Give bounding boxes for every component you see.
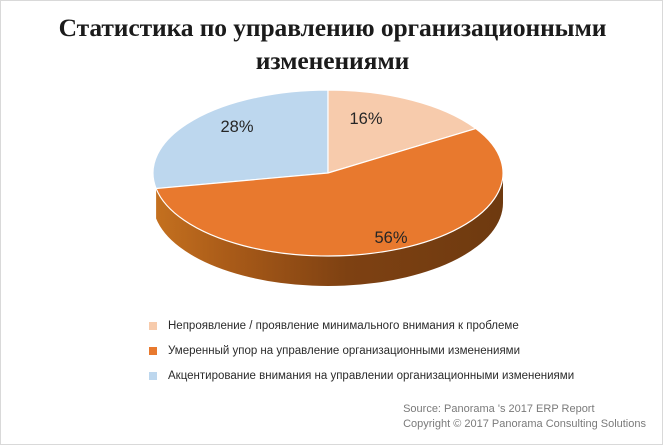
pie-label-28: 28%: [220, 118, 253, 136]
footer-copyright: Copyright © 2017 Panorama Consulting Sol…: [403, 418, 646, 430]
pie-top-face: [152, 89, 504, 257]
legend-label-0: Непроявление / проявление минимального в…: [168, 319, 519, 332]
footer: Source: Panorama 's 2017 ERP Report Copy…: [403, 402, 646, 432]
chart-title-line-2: изменениями: [255, 46, 410, 75]
pie-slice-peach[interactable]: [327, 89, 478, 174]
pie-3d-side: [156, 173, 503, 286]
legend-item-0[interactable]: Непроявление / проявление минимального в…: [149, 313, 649, 338]
footer-source: Source: Panorama 's 2017 ERP Report: [403, 403, 595, 415]
legend-swatch-icon-0: [149, 321, 157, 330]
legend-item-1[interactable]: Умеренный упор на управление организацио…: [149, 338, 649, 363]
legend-swatch-icon-1: [149, 346, 157, 355]
pie-chart: 16% 56% 28%: [1, 1, 662, 311]
chart-title-line-1: Статистика по управлению организационным…: [58, 13, 607, 42]
pie-label-16: 16%: [349, 110, 382, 128]
pie-chart-svg: 16% 56% 28%: [152, 89, 504, 286]
pie-slice-blue[interactable]: [152, 89, 329, 190]
legend-item-2[interactable]: Акцентирование внимания на управлении ор…: [149, 363, 649, 388]
pie-slice-orange[interactable]: [155, 127, 504, 257]
page-title: Статистика по управлению организационным…: [27, 11, 638, 77]
legend: Непроявление / проявление минимального в…: [149, 313, 649, 388]
legend-swatch-icon-2: [149, 371, 157, 380]
pie-label-56: 56%: [374, 229, 407, 247]
legend-label-2: Акцентирование внимания на управлении ор…: [168, 369, 575, 382]
legend-label-1: Умеренный упор на управление организацио…: [168, 344, 521, 357]
